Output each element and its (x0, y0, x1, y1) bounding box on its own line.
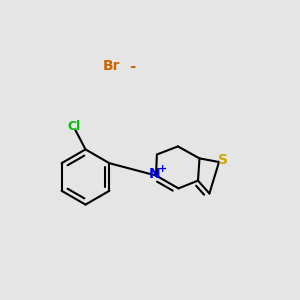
Text: Br: Br (102, 59, 120, 73)
Text: +: + (158, 164, 167, 174)
Text: S: S (218, 154, 228, 167)
Text: -: - (129, 58, 135, 74)
Text: N: N (149, 167, 160, 181)
Text: Cl: Cl (68, 120, 81, 133)
